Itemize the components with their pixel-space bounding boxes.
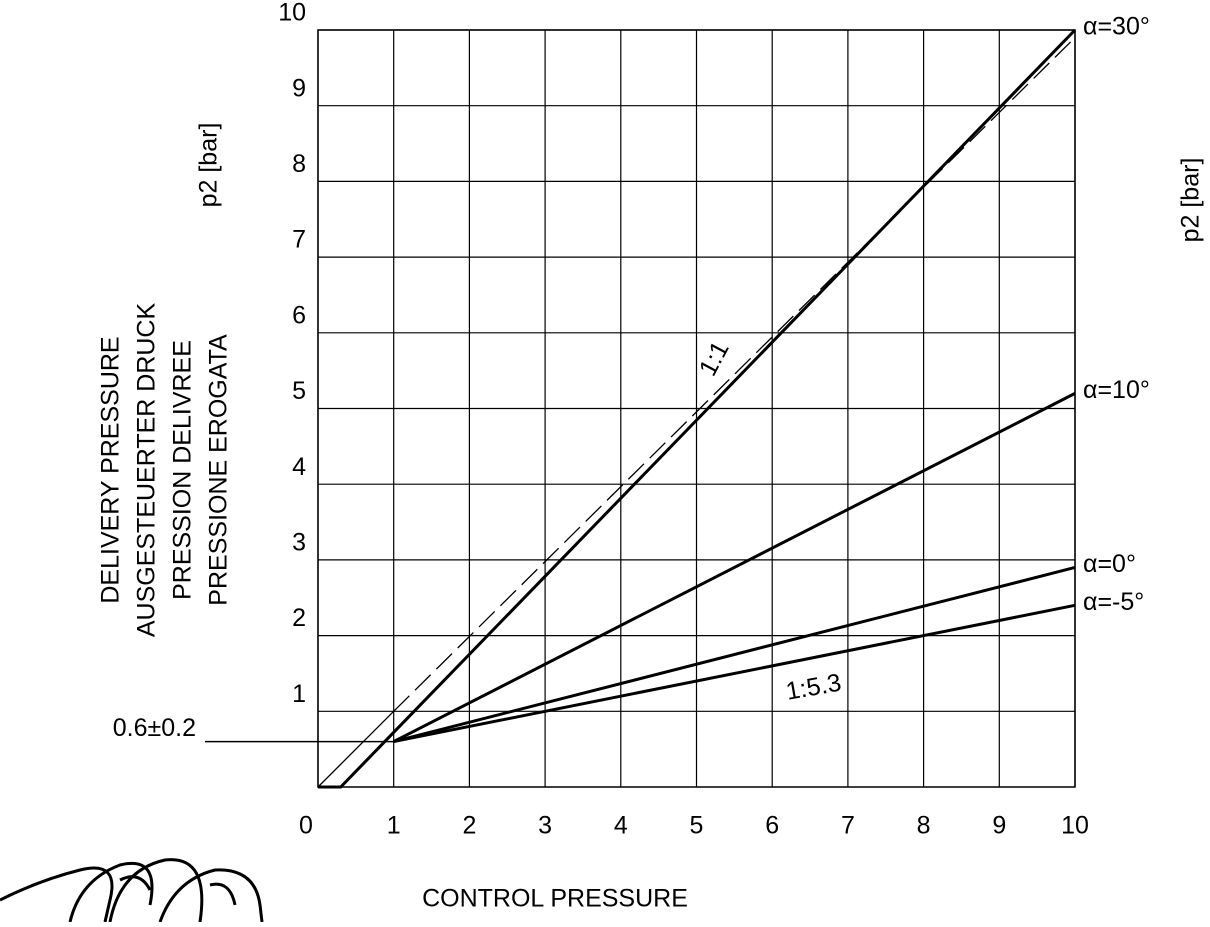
x-tick-label: 9 xyxy=(992,812,1006,840)
x-tick-label: 10 xyxy=(1061,812,1089,840)
y-tick-label: 1 xyxy=(292,680,306,708)
y-tick-label: 6 xyxy=(292,301,306,329)
y-tick-label: 7 xyxy=(292,226,306,254)
logo xyxy=(0,858,264,923)
series-line xyxy=(393,603,1076,744)
x-tick-label: 2 xyxy=(462,812,476,840)
x-tick-label: 3 xyxy=(538,812,552,840)
series-line xyxy=(393,37,1076,712)
y-tick-label: 9 xyxy=(292,74,306,102)
y-tick-label: 4 xyxy=(292,453,306,481)
x-tick-label: 5 xyxy=(690,812,704,840)
series-line xyxy=(318,28,1077,789)
y-axis-title: DELIVERY PRESSURE xyxy=(97,336,125,603)
series-label: α=10° xyxy=(1083,376,1150,404)
series-label: α=-5° xyxy=(1083,588,1144,616)
series-line xyxy=(393,392,1076,743)
series-line xyxy=(317,710,395,788)
series-line xyxy=(393,566,1076,744)
y-tick-label: 5 xyxy=(292,377,306,405)
series-label: α=30° xyxy=(1083,13,1150,41)
annotation: 1:1 xyxy=(694,337,735,381)
x-tick-label: 8 xyxy=(917,812,931,840)
y-axis-title: PRESSION DELIVREE xyxy=(169,340,197,600)
series-label: α=0° xyxy=(1083,550,1136,578)
y-tick-label: 2 xyxy=(292,604,306,632)
y-axis-title: PRESSIONE EROGATA xyxy=(205,334,233,606)
y-tick-label: 8 xyxy=(292,150,306,178)
x-tick-label: 4 xyxy=(614,812,628,840)
x-tick-label: 7 xyxy=(841,812,855,840)
x-tick-label: 0 xyxy=(299,812,313,840)
x-axis-title: CONTROL PRESSURE xyxy=(422,885,688,913)
annotation: 1:5.3 xyxy=(784,669,844,706)
x-tick-label: 1 xyxy=(387,812,401,840)
y-axis-unit: p2 [bar] xyxy=(195,123,223,208)
reference-label: 0.6±0.2 xyxy=(113,714,196,742)
right-axis-label: p2 [bar] xyxy=(1177,158,1205,243)
y-tick-label: 3 xyxy=(292,529,306,557)
plot-frame xyxy=(317,29,1076,788)
y-tick-label: 10 xyxy=(278,0,306,27)
y-axis-title: AUSGESTEUERTER DRUCK xyxy=(133,303,161,638)
x-tick-label: 6 xyxy=(765,812,779,840)
